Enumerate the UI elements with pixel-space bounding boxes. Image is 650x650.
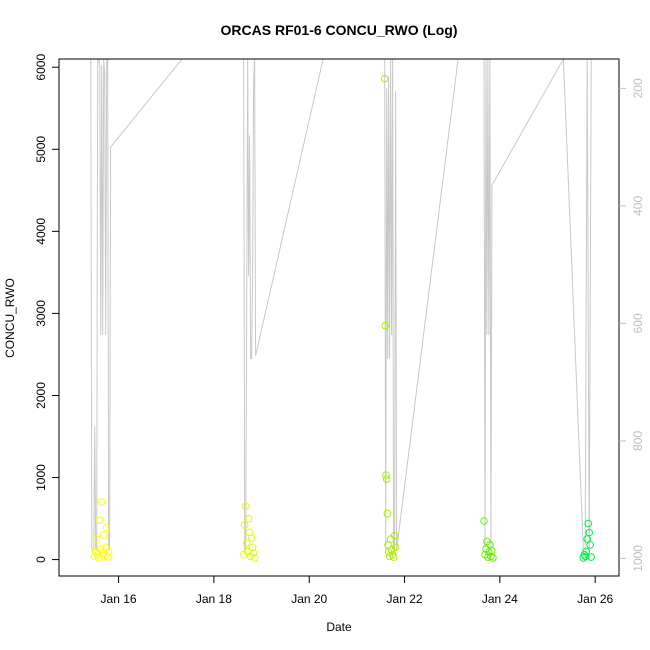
data-point xyxy=(247,534,256,543)
data-point xyxy=(383,509,392,518)
data-point xyxy=(240,521,249,529)
data-point xyxy=(102,523,111,532)
y-tick-label: 1000 xyxy=(34,464,48,491)
data-point xyxy=(244,514,253,523)
chart-title: ORCAS RF01-6 CONCU_RWO (Log) xyxy=(221,22,458,38)
y-right-tick-label: 600 xyxy=(631,313,645,333)
x-tick-label: Jan 18 xyxy=(196,592,232,606)
data-point xyxy=(390,532,399,540)
y-right-tick-label: 800 xyxy=(631,431,645,451)
data-point xyxy=(387,545,396,554)
data-point xyxy=(585,528,594,537)
data-point xyxy=(380,74,389,83)
y-tick-label: 4000 xyxy=(34,218,48,245)
y-right-tick-label: 1000 xyxy=(631,545,645,572)
data-point xyxy=(382,471,390,479)
data-point xyxy=(487,552,495,561)
data-point xyxy=(587,553,596,561)
data-point xyxy=(381,321,390,330)
x-tick-label: Jan 26 xyxy=(577,592,613,606)
data-point xyxy=(488,546,496,555)
x-axis: Jan 16 Jan 18 Jan 20 Jan 22 Jan 24 Jan 26 xyxy=(101,575,614,606)
data-point xyxy=(250,554,259,562)
y-right-axis: 200 400 600 800 1000 xyxy=(619,78,645,572)
data-point xyxy=(579,554,588,562)
plot-frame xyxy=(58,58,620,577)
data-point xyxy=(583,535,592,543)
data-point xyxy=(480,517,488,525)
data-point xyxy=(389,553,398,561)
x-axis-label: Date xyxy=(326,620,352,634)
x-tick-label: Jan 22 xyxy=(387,592,423,606)
y-tick-label: 0 xyxy=(34,556,48,563)
data-point xyxy=(104,548,113,557)
y-tick-label: 2000 xyxy=(34,382,48,409)
data-point xyxy=(242,539,251,548)
x-tick-label: Jan 20 xyxy=(291,592,327,606)
data-point xyxy=(97,498,106,506)
y-tick-label: 3000 xyxy=(34,300,48,327)
data-point xyxy=(103,553,112,561)
data-point xyxy=(96,545,105,553)
secondary-series-line xyxy=(90,57,592,551)
data-point xyxy=(249,549,258,557)
y-tick-label: 6000 xyxy=(34,54,48,81)
y-right-tick-label: 400 xyxy=(631,196,645,216)
x-tick-label: Jan 16 xyxy=(101,592,137,606)
data-point xyxy=(248,543,257,552)
secondary-line-layer xyxy=(90,57,592,551)
data-point xyxy=(586,541,595,549)
data-point xyxy=(581,552,590,561)
data-point xyxy=(582,547,591,556)
data-point xyxy=(484,553,492,561)
y-axis-label: CONCU_RWO xyxy=(3,278,17,358)
y-axis: 0 1000 2000 3000 4000 5000 6000 xyxy=(34,54,59,563)
data-point xyxy=(391,543,400,552)
data-point xyxy=(92,535,101,543)
y-right-tick-label: 200 xyxy=(631,78,645,98)
data-point xyxy=(99,531,108,539)
data-point xyxy=(98,549,107,557)
data-point xyxy=(95,516,104,525)
y-tick-label: 5000 xyxy=(34,136,48,163)
data-point xyxy=(382,475,391,484)
data-point xyxy=(489,554,497,562)
data-point xyxy=(584,519,593,528)
data-point xyxy=(241,502,250,511)
x-tick-label: Jan 24 xyxy=(482,592,518,606)
points-layer xyxy=(90,74,596,562)
